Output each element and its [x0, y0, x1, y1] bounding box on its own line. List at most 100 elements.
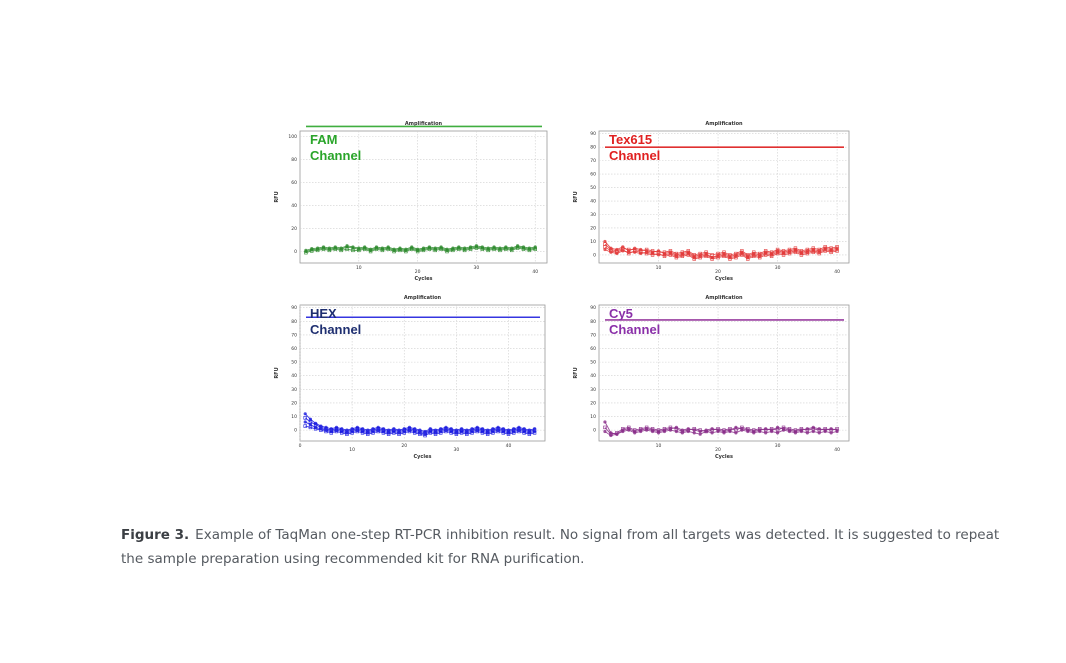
- cy5-series-3-point: [692, 431, 696, 435]
- tex615-series-4-point: [656, 250, 661, 254]
- cy5-series-3-point: [621, 429, 625, 434]
- cy5-plot-area: [598, 304, 850, 442]
- hex-series-4-point: [527, 432, 532, 436]
- tex615-series-3-point: [770, 253, 774, 257]
- tex615-series-4-point: [775, 247, 780, 252]
- cy5-series-3-point: [609, 433, 613, 438]
- tex615-series-3-point: [829, 249, 833, 253]
- cy5-series-3-point: [758, 429, 762, 434]
- tex615-series-4-point: [817, 247, 821, 252]
- hex-series-4-point: [423, 433, 427, 438]
- tex615-series-3-point: [764, 251, 768, 256]
- cy5-chart-title: Amplification: [705, 295, 743, 301]
- hex-series-4-point: [345, 432, 349, 436]
- cy5-series-3-point: [740, 428, 744, 432]
- tex615-series-3-point: [734, 254, 738, 258]
- fam-chart-title: Amplification: [405, 121, 443, 127]
- hex-series-4-point: [392, 431, 396, 435]
- hex-y-tick-label: 80: [291, 319, 297, 325]
- cy5-y-tick-label: 50: [590, 360, 596, 366]
- tex615-series-3-point: [716, 254, 720, 258]
- hex-series-4-point: [433, 432, 438, 436]
- hex-x-tick-label: 10: [349, 447, 355, 453]
- fam-y-tick-label: 100: [288, 134, 297, 140]
- tex615-series-4-point: [692, 253, 696, 257]
- hex-y-tick-label: 20: [291, 400, 297, 406]
- tex615-series-3-point: [793, 249, 798, 253]
- hex-series-4-point: [439, 431, 443, 435]
- tex615-series-3-point: [728, 256, 732, 260]
- tex615-series-4-point: [746, 253, 750, 257]
- cy5-series-3-point: [775, 431, 780, 435]
- hex-series-3-point: [308, 423, 313, 427]
- fam-grid: [300, 131, 547, 263]
- hex-y-tick-label: 30: [291, 387, 297, 393]
- cy5-y-tick-label: 10: [590, 414, 596, 420]
- hex-series-1-point: [303, 412, 307, 416]
- tex615-y-tick-label: 50: [590, 185, 596, 191]
- tex615-series-4-point: [674, 251, 679, 256]
- cy5-series-3-point: [811, 429, 815, 434]
- hex-x-tick-label: 20: [401, 443, 407, 449]
- tex615-y-tick-label: 80: [590, 145, 596, 151]
- caption-text: Example of TaqMan one-step RT-PCR inhibi…: [121, 527, 1000, 567]
- hex-series-4-point: [449, 431, 453, 435]
- tex615-series-3-point: [781, 251, 786, 256]
- tex615-series-4-point: [644, 247, 649, 252]
- cy5-series-3-point: [764, 431, 768, 435]
- tex615-y-tick-label: 60: [590, 172, 596, 178]
- fam-plot-area: [299, 130, 548, 264]
- fam-series-2-line: [305, 247, 536, 254]
- tex615-series-4-point: [805, 247, 810, 252]
- fam-series-3-point: [386, 245, 390, 249]
- fam-chart: Amplification 0 20 40 60 80 100 10 20 30 40 Cycles R…: [274, 121, 548, 282]
- hex-series-4-point: [324, 429, 328, 434]
- cy5-series-3-point: [704, 429, 708, 434]
- fam-y-tick-label: 40: [291, 203, 297, 209]
- tex615-series-3-point: [787, 250, 792, 254]
- fam-series-3-point: [498, 246, 502, 250]
- fam-series-2-point: [345, 247, 349, 251]
- cy5-series-2-point: [692, 427, 696, 431]
- fam-series-3-point: [404, 247, 408, 251]
- cy5-series-3-point: [627, 428, 631, 432]
- tex615-series-3-point: [639, 251, 643, 256]
- cy5-series-3-line: [604, 429, 838, 437]
- tex615-series-3-point: [710, 256, 714, 260]
- tex615-series-3-point: [835, 247, 839, 252]
- tex615-series-3-point: [674, 254, 678, 258]
- hex-chart: Amplification 0 10 20 30 40 50 60 70 80 90 0 10 20 30 4…: [274, 295, 546, 460]
- tex615-series-3-point: [740, 251, 744, 256]
- fam-series-1-line: [305, 246, 536, 252]
- cy5-series-3-point: [829, 431, 833, 435]
- cy5-y-axis-label: RFU: [573, 367, 579, 378]
- cy5-series-3-point: [615, 432, 619, 436]
- cy5-series-3-point: [787, 429, 792, 434]
- cy5-channel-label-2: Channel: [609, 322, 660, 337]
- tex615-y-tick-label: 10: [590, 239, 596, 245]
- cy5-series-2-point: [603, 425, 607, 430]
- hex-series-4-point: [512, 431, 516, 435]
- fam-series-3-point: [468, 245, 473, 249]
- fam-series-3-point: [480, 245, 484, 249]
- cy5-series-3-point: [698, 432, 702, 436]
- cy5-series-2-point: [698, 428, 702, 432]
- fam-series-3-point: [463, 246, 467, 250]
- fam-series-3-line: [305, 245, 536, 251]
- tex615-series-3-point: [704, 253, 708, 257]
- cy5-y-tick-label: 30: [590, 387, 596, 393]
- fam-y-tick-label: 20: [291, 226, 297, 232]
- cy5-series-3-point: [716, 429, 720, 434]
- hex-y-tick-label: 40: [291, 373, 297, 379]
- hex-series-4-point: [360, 431, 365, 435]
- fam-y-tick-label: 60: [291, 180, 297, 186]
- tex615-y-tick-label: 90: [590, 131, 596, 137]
- tex615-series-3-point: [752, 253, 756, 257]
- hex-x-tick-label: 0: [299, 443, 302, 449]
- hex-series-4-point: [412, 431, 417, 435]
- tex615-series-4-point: [710, 253, 714, 257]
- hex-y-tick-label: 90: [291, 305, 297, 311]
- tex615-series-4-point: [799, 249, 804, 253]
- hex-series-4-point: [496, 429, 500, 434]
- hex-series-4-point: [366, 432, 370, 436]
